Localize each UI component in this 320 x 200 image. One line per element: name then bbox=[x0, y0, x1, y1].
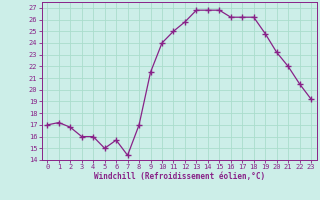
X-axis label: Windchill (Refroidissement éolien,°C): Windchill (Refroidissement éolien,°C) bbox=[94, 172, 265, 181]
